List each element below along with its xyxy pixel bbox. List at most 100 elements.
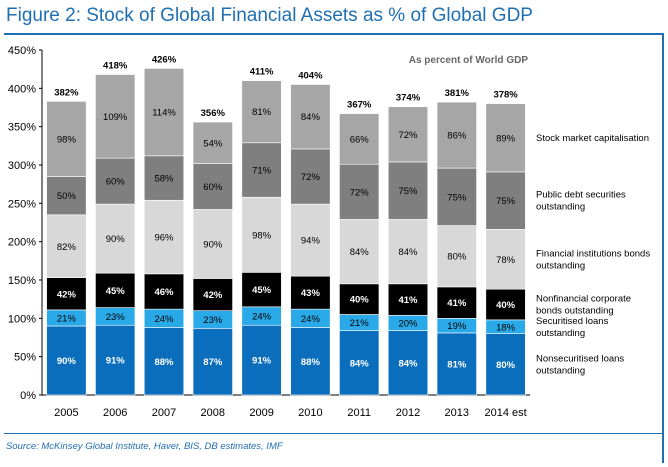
segment-value-label: 94% xyxy=(301,236,321,247)
x-tick-label: 2014 est xyxy=(484,407,526,419)
segment-value-label: 88% xyxy=(301,357,321,368)
segment-value-label: 98% xyxy=(252,230,272,241)
bar-segment xyxy=(387,330,429,396)
segment-value-label: 89% xyxy=(496,133,516,144)
segment-value-label: 72% xyxy=(398,130,418,141)
segment-value-label: 42% xyxy=(57,289,77,300)
bar-segment xyxy=(143,155,185,201)
legend-entry: Financial institutions bonds outstanding xyxy=(536,248,650,271)
segment-value-label: 23% xyxy=(203,315,223,326)
segment-value-label: 43% xyxy=(301,288,321,299)
bar-total-label: 374% xyxy=(396,93,421,104)
legend-entry: Nonsecuritised loans outstanding xyxy=(536,353,624,376)
bar-segment xyxy=(339,283,380,315)
segment-value-label: 42% xyxy=(203,290,223,301)
x-tick-label: 2010 xyxy=(298,407,322,419)
segment-value-label: 90% xyxy=(203,239,223,250)
segment-value-label: 54% xyxy=(203,138,223,149)
bar-total-label: 378% xyxy=(493,90,518,101)
segment-value-label: 50% xyxy=(57,191,77,202)
segment-value-label: 41% xyxy=(398,295,418,306)
segment-value-label: 75% xyxy=(398,186,418,197)
bar-segment xyxy=(192,327,233,396)
segment-value-label: 87% xyxy=(203,357,223,368)
segment-value-label: 23% xyxy=(106,312,126,323)
segment-value-label: 20% xyxy=(398,318,418,329)
bar-segment xyxy=(241,80,282,144)
x-tick-label: 2005 xyxy=(54,407,78,419)
y-tick-label: 250% xyxy=(8,198,36,210)
segment-value-label: 75% xyxy=(496,196,516,207)
bar-segment xyxy=(387,283,429,316)
x-tick-label: 2007 xyxy=(152,407,176,419)
segment-value-label: 24% xyxy=(154,314,174,325)
segment-value-label: 24% xyxy=(301,314,321,325)
bar-segment xyxy=(46,277,87,311)
segment-value-label: 58% xyxy=(154,174,174,185)
chart-title: Figure 2: Stock of Global Financial Asse… xyxy=(6,5,533,26)
x-tick-label: 2011 xyxy=(347,407,371,419)
bar-segment xyxy=(485,103,526,173)
segment-value-label: 45% xyxy=(106,286,126,297)
x-tick-label: 2009 xyxy=(249,407,273,419)
bar-segment xyxy=(387,161,429,220)
x-tick-label: 2013 xyxy=(445,407,469,419)
bar-segment xyxy=(485,229,526,290)
bars xyxy=(46,68,526,396)
segment-value-label: 84% xyxy=(350,247,370,258)
segment-value-label: 84% xyxy=(398,247,418,258)
bar-segment xyxy=(339,163,380,220)
bar-segment xyxy=(290,148,331,205)
y-tick-label: 450% xyxy=(8,45,36,57)
bar-segment xyxy=(143,327,185,396)
y-tick-label: 150% xyxy=(8,275,36,287)
bar-total-label: 404% xyxy=(298,71,323,82)
segment-value-label: 75% xyxy=(447,192,467,203)
y-tick-label: 300% xyxy=(8,160,36,172)
bar-segment xyxy=(290,275,331,310)
segment-value-label: 90% xyxy=(106,234,126,245)
segment-value-label: 84% xyxy=(398,358,418,369)
x-tick-label: 2012 xyxy=(396,407,420,419)
bar-total-label: 426% xyxy=(152,54,177,65)
bar-segment xyxy=(339,219,380,285)
segment-value-label: 98% xyxy=(57,134,77,145)
segment-value-label: 40% xyxy=(350,295,370,306)
segment-value-label: 114% xyxy=(152,108,176,119)
bar-segment xyxy=(290,203,331,277)
segment-value-label: 96% xyxy=(154,233,174,244)
x-tick-label: 2006 xyxy=(103,407,127,419)
source-note: Source: McKinsey Global Institute, Haver… xyxy=(6,441,283,452)
segment-value-label: 21% xyxy=(350,318,370,329)
segment-value-label: 24% xyxy=(252,312,272,323)
bar-segment xyxy=(46,214,87,278)
chart-subtitle: As percent of World GDP xyxy=(409,55,529,66)
y-tick-label: 350% xyxy=(8,122,36,134)
legend-entry: Public debt securities outstanding xyxy=(536,190,626,213)
bar-segment xyxy=(46,101,87,177)
bar-segment xyxy=(387,219,429,285)
bar-segment xyxy=(95,157,136,205)
bar-segment xyxy=(387,106,429,163)
bar-total-label: 367% xyxy=(347,100,372,111)
bar-total-label: 382% xyxy=(54,87,79,98)
segment-value-label: 81% xyxy=(252,107,272,118)
data-labels: 90% 21% 42% 82% 50% 98% 382% 91% 23% 45% 90% 60% 109… xyxy=(54,54,518,370)
bar-segment xyxy=(290,84,331,150)
segment-value-label: 86% xyxy=(447,131,467,142)
segment-value-label: 72% xyxy=(350,187,370,198)
legend-entry: Stock market capitalisation xyxy=(536,133,649,144)
bar-segment xyxy=(339,113,380,165)
segment-value-label: 80% xyxy=(496,360,516,371)
y-tick-label: 50% xyxy=(14,352,36,364)
bar-segment xyxy=(241,324,282,396)
segment-value-label: 80% xyxy=(447,252,467,263)
side-rule xyxy=(662,33,664,463)
bottom-rule xyxy=(4,433,664,434)
segment-value-label: 46% xyxy=(154,287,174,298)
segment-value-label: 91% xyxy=(106,356,126,367)
bar-segment xyxy=(485,171,526,230)
bar-segment xyxy=(485,333,526,396)
bar-segment xyxy=(485,288,526,321)
